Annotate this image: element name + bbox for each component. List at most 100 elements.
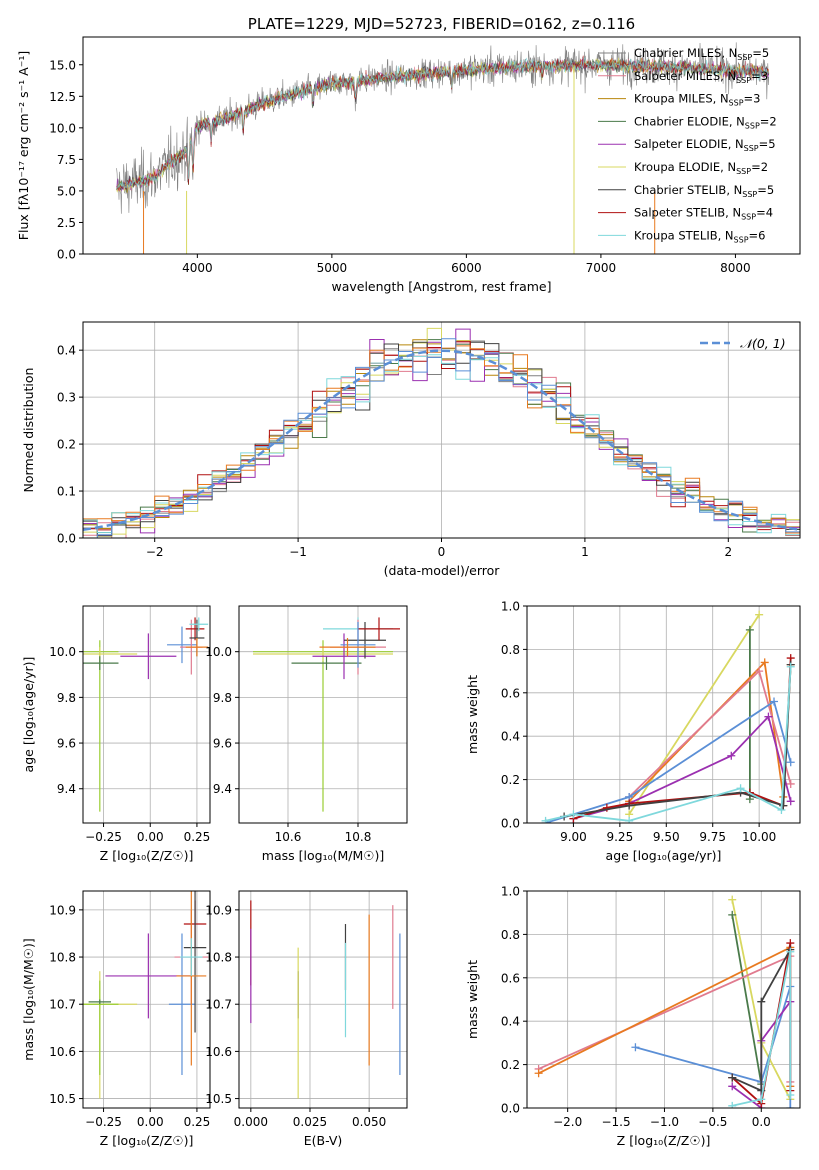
legend-label: 𝒩(0, 1) <box>740 336 786 351</box>
legend-value: =5 <box>752 46 769 60</box>
plot-frame <box>238 605 408 824</box>
mass-weight-marker <box>786 758 795 767</box>
y-tick-label: 10.9 <box>49 903 76 917</box>
x-tick-label: −2.0 <box>553 1115 582 1129</box>
y-tick-label: 0.0 <box>501 1102 520 1116</box>
x-tick-label: 10.00 <box>742 830 776 844</box>
x-tick-label: 4000 <box>182 261 213 275</box>
legend-label: Salpeter ELODIE, N <box>634 137 744 151</box>
plot-frame <box>82 36 801 255</box>
y-tick-label: 0.2 <box>57 438 76 452</box>
x-tick-label: 0.00 <box>137 830 164 844</box>
mass-weight-marker <box>728 910 737 919</box>
mass-weight-marker <box>786 797 795 806</box>
y-tick-label: 0.6 <box>501 971 520 985</box>
mass-vs-extinction-panel: 0.000 0.025 0.050 10.5 10.6 10.7 10.8 10.9 E(B-V… <box>205 890 408 1148</box>
plot-frame <box>526 890 801 1109</box>
legend-value: =3 <box>744 92 761 106</box>
chart-title: PLATE=1229, MJD=52723, FIBERID=0162, z=0… <box>248 15 635 33</box>
residual-histogram-step <box>83 354 800 536</box>
legend-subscript: SSP <box>737 53 752 62</box>
mass-weight-marker <box>779 801 788 810</box>
mass-weight-marker <box>736 784 745 793</box>
spectra-group <box>116 42 770 254</box>
mass-vs-metallicity-panel: −0.25 0.00 0.25 10.5 10.6 10.7 10.8 10.9 Z [log₁… <box>21 890 211 1148</box>
x-tick-label: −1.5 <box>601 1115 630 1129</box>
y-tick-label: 0.8 <box>501 928 520 942</box>
legend-label: Kroupa ELODIE, N <box>634 160 736 174</box>
legend-value: =3 <box>751 69 768 83</box>
y-tick-label: 0.6 <box>501 686 520 700</box>
y-axis-label: mass [log₁₀(M/M☉)] <box>21 938 36 1060</box>
gaussian-curve <box>83 349 800 532</box>
y-tick-label: 10.0 <box>49 121 76 135</box>
residual-histogram-step <box>83 338 800 538</box>
mass-weight-marker <box>541 816 550 823</box>
y-tick-label: 12.5 <box>49 90 76 104</box>
model-spectrum-line <box>116 57 770 190</box>
y-tick-label: 9.4 <box>213 782 232 796</box>
mass-weight-marker <box>786 779 795 788</box>
legend-label: Kroupa MILES, N <box>634 92 729 106</box>
legend-entry: Salpeter MILES, NSSP=3 <box>634 69 768 85</box>
y-tick-label: 10.5 <box>49 1092 76 1106</box>
y-tick-label: 9.4 <box>57 782 76 796</box>
y-tick-label: 0.0 <box>57 532 76 546</box>
y-axis-label: Flux [fλ10⁻¹⁷ erg cm⁻² s⁻¹ A⁻¹] <box>16 51 31 240</box>
x-tick-label: 0.0 <box>752 1115 771 1129</box>
mass-weight-marker <box>727 751 736 760</box>
legend-subscript: SSP <box>744 144 759 153</box>
mass-weight-series-line <box>732 951 792 1107</box>
x-axis-label: Z [log₁₀(Z/Z☉)] <box>100 848 194 863</box>
x-tick-label: 0.050 <box>352 1115 386 1129</box>
x-tick-label: −2 <box>146 545 164 559</box>
model-spectrum-line <box>116 58 770 191</box>
mass-weight-series-line <box>545 666 792 822</box>
legend-label: Chabrier STELIB, N <box>634 183 742 197</box>
legend-subscript: SSP <box>729 99 744 108</box>
y-tick-label: 0.2 <box>501 773 520 787</box>
mass-weight-marker <box>786 1104 795 1108</box>
mass-weight-marker <box>728 895 737 904</box>
x-tick-label: 0.025 <box>293 1115 327 1129</box>
mass-weight-marker <box>755 610 764 619</box>
legend: 𝒩(0, 1) <box>700 336 786 351</box>
mass-weight-marker <box>625 801 634 810</box>
mass-weight-marker <box>602 803 611 812</box>
plot-frame <box>238 890 408 1109</box>
mass-weight-marker <box>757 1086 766 1095</box>
x-axis-label: Z [log₁₀(Z/Z☉)] <box>617 1133 711 1148</box>
mass-weight-marker <box>534 1069 543 1078</box>
mass-weight-series-line <box>573 658 792 820</box>
plot-frame <box>82 890 211 1109</box>
y-axis-label: age [log₁₀(age/yr)] <box>21 657 36 773</box>
x-tick-label: −0.25 <box>85 830 122 844</box>
legend-entry: Chabrier MILES, NSSP=5 <box>634 46 769 62</box>
y-tick-label: 1.0 <box>501 885 520 899</box>
x-tick-label: 9.75 <box>699 830 726 844</box>
errorbars-group <box>83 617 209 812</box>
x-tick-label: 2 <box>724 545 732 559</box>
legend-label: Salpeter STELIB, N <box>634 206 741 220</box>
y-tick-label: 10.8 <box>49 951 76 965</box>
mass-weight-marker <box>786 1090 795 1099</box>
mass-weight-marker <box>786 662 795 671</box>
legend: Chabrier MILES, NSSP=5 Salpeter MILES, NS… <box>598 46 777 244</box>
y-tick-label: 0.4 <box>501 730 520 744</box>
mass-weight-vs-age-panel: 9.00 9.25 9.50 9.75 10.00 0.0 0.2 0.4 0.6 0.8 1.0 a… <box>465 600 801 863</box>
y-tick-label: 10.9 <box>205 903 232 917</box>
mass-weight-marker <box>728 1101 737 1108</box>
x-tick-label: 5000 <box>317 261 348 275</box>
legend-label: Chabrier ELODIE, N <box>634 114 745 128</box>
mass-weight-vs-metallicity-panel: −2.0 −1.5 −1.0 −0.5 0.0 0.0 0.2 0.4 0.6 0.8 1.0 Z [… <box>465 885 801 1148</box>
age-vs-mass-panel: 10.6 10.8 9.4 9.6 9.8 10.0 mass [log₁₀(M/M☉)] <box>205 605 408 863</box>
y-axis-label: mass weight <box>465 960 480 1039</box>
mass-weight-series-line <box>545 700 792 823</box>
x-tick-label: 6000 <box>451 261 482 275</box>
legend-entry: Salpeter ELODIE, NSSP=5 <box>634 137 776 153</box>
y-tick-label: 10.0 <box>49 645 76 659</box>
x-tick-label: 1 <box>581 545 589 559</box>
x-axis-label: mass [log₁₀(M/M☉)] <box>262 848 384 863</box>
mass-weight-marker <box>625 816 634 823</box>
